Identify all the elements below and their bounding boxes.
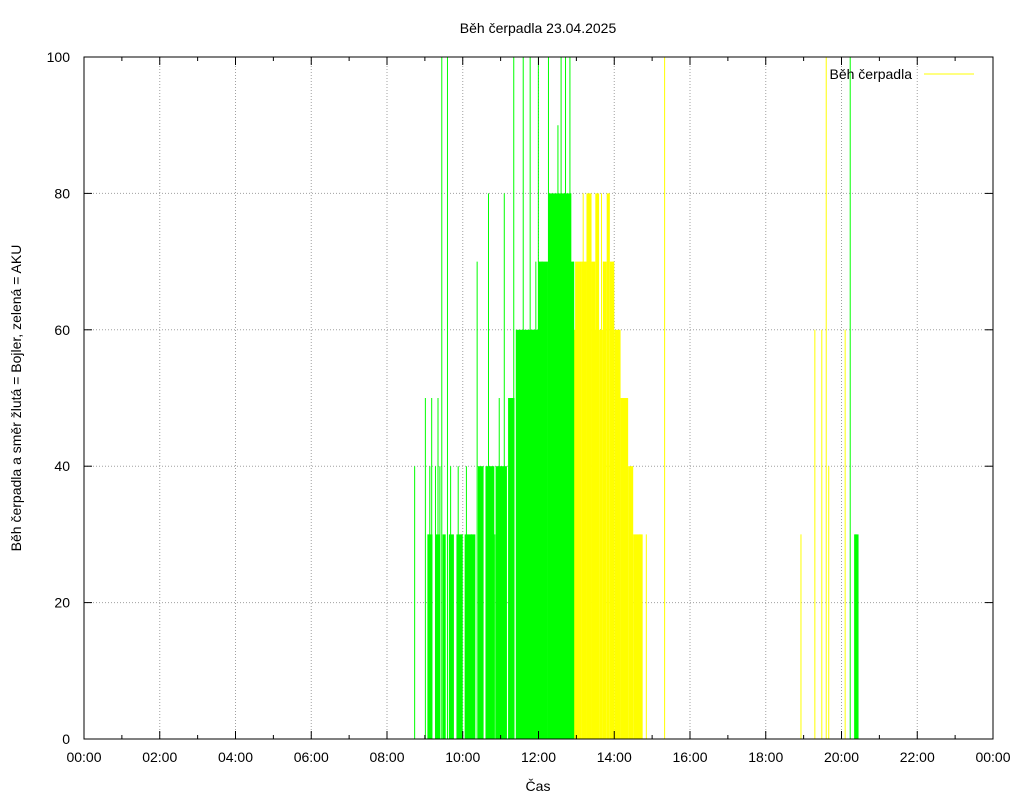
x-tick-label: 22:00	[900, 749, 935, 765]
chart-title: Běh čerpadla 23.04.2025	[460, 20, 617, 36]
bar-block	[620, 398, 629, 739]
bar-block	[599, 329, 603, 739]
y-tick-label: 60	[54, 322, 70, 338]
bar-block	[602, 261, 607, 739]
x-tick-label: 20:00	[824, 749, 859, 765]
bar-block	[456, 534, 463, 739]
y-tick-label: 40	[54, 458, 70, 474]
legend: Běh čerpadla	[829, 66, 974, 82]
x-tick-label: 00:00	[975, 749, 1010, 765]
bar-block	[442, 534, 446, 739]
y-axis-label: Běh čerpadla a směr žlutá = Bojler, zele…	[8, 245, 24, 552]
x-tick-label: 12:00	[521, 749, 556, 765]
bar-block	[448, 534, 454, 739]
axis-ticks: 00:00 02:00 04:00 06:00 08:00 10:00 12:00 14:00…	[47, 49, 1011, 765]
legend-label: Běh čerpadla	[829, 66, 912, 82]
bar-block	[547, 193, 566, 739]
x-tick-label: 04:00	[218, 749, 253, 765]
bar-block	[570, 261, 574, 739]
x-tick-label: 06:00	[294, 749, 329, 765]
bar-block	[485, 466, 495, 739]
bar-block	[595, 193, 600, 739]
x-axis-label: Čas	[526, 778, 551, 794]
x-tick-label: 14:00	[597, 749, 632, 765]
bar-block	[609, 261, 615, 739]
x-tick-label: 16:00	[672, 749, 707, 765]
bars	[414, 57, 859, 739]
bar-block	[508, 398, 515, 739]
x-tick-label: 02:00	[142, 749, 177, 765]
x-tick-label: 18:00	[748, 749, 783, 765]
x-tick-label: 10:00	[445, 749, 480, 765]
x-tick-label: 08:00	[369, 749, 404, 765]
y-tick-label: 0	[62, 731, 70, 747]
bar-block	[538, 261, 548, 739]
x-tick-label: 00:00	[66, 749, 101, 765]
bar-block	[591, 261, 596, 739]
bar-block	[495, 466, 507, 739]
bar-block	[464, 534, 476, 739]
bar-block	[581, 261, 587, 739]
y-tick-label: 100	[47, 49, 71, 65]
bar-block	[565, 193, 572, 739]
bar-block	[633, 534, 643, 739]
y-tick-label: 20	[54, 595, 70, 611]
bar-block	[575, 261, 582, 739]
bar-block	[614, 329, 621, 739]
bar-block	[628, 466, 634, 739]
y-tick-label: 80	[54, 185, 70, 201]
